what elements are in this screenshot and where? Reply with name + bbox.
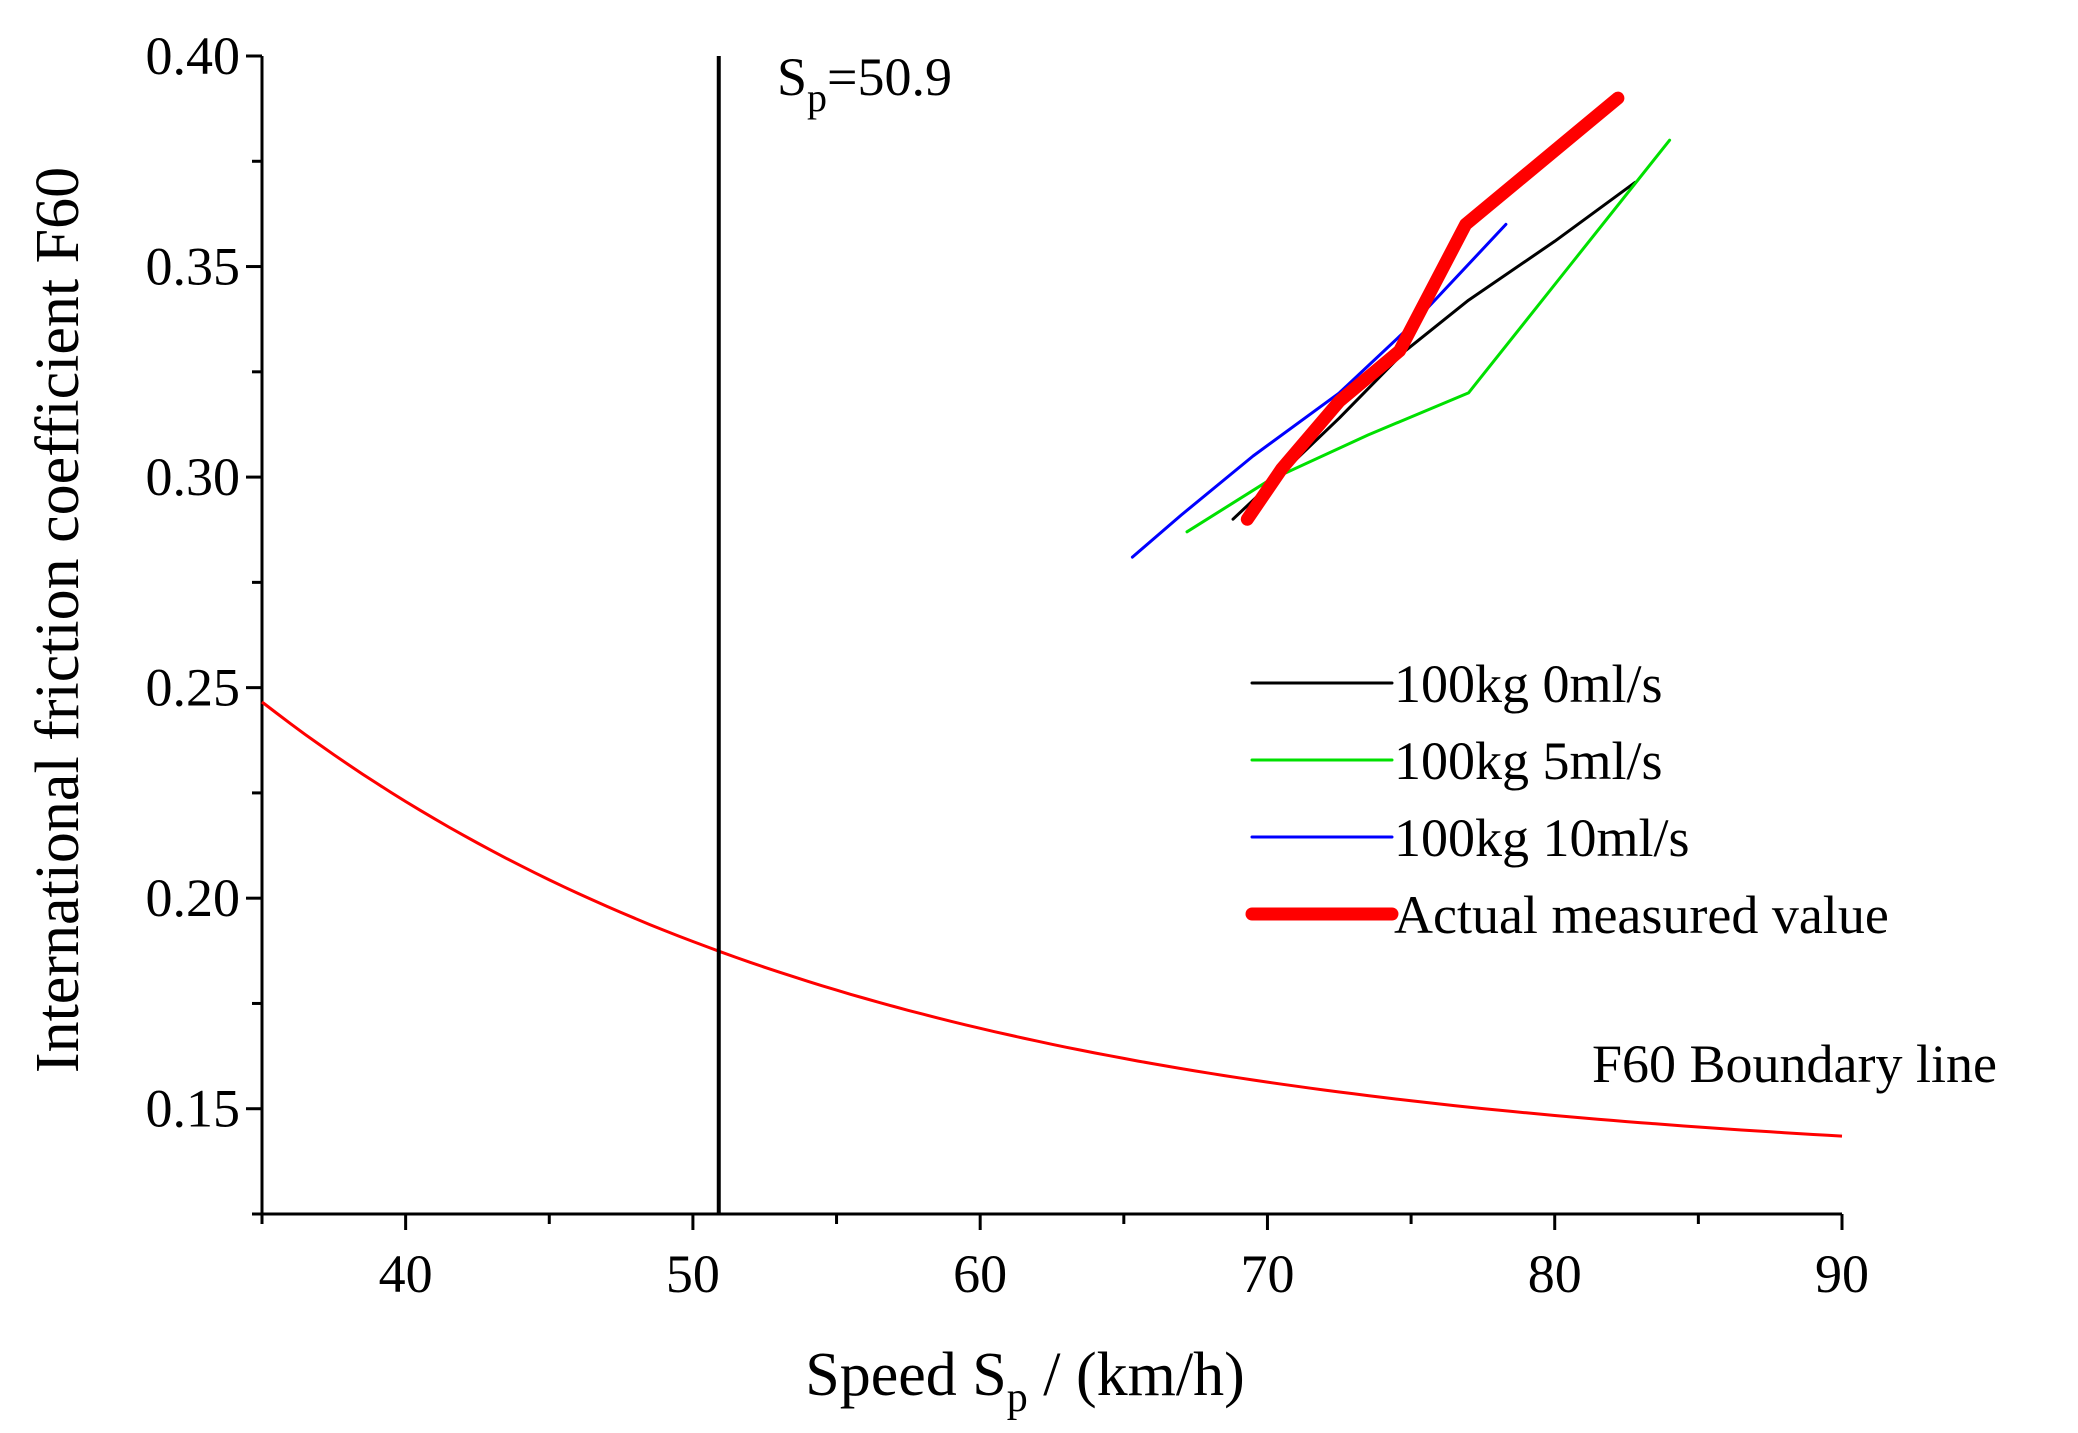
y-tick-label: 0.40 [146, 26, 241, 86]
legend: 100kg 0ml/s 100kg 5ml/s 100kg 10ml/s Actual… [1245, 654, 1889, 945]
legend-label-2: 100kg 5ml/s [1394, 731, 1663, 791]
x-axis-title-sub: p [1007, 1375, 1028, 1421]
boundary-line-label: F60 Boundary line [1592, 1034, 1997, 1094]
axes: 40 50 60 70 80 90 0.15 0.20 0.25 0.30 0.35 0.40 [146, 26, 1870, 1304]
legend-label-4: Actual measured value [1394, 885, 1889, 945]
y-tick-label: 0.35 [146, 237, 241, 297]
legend-label-1: 100kg 0ml/s [1394, 654, 1663, 714]
vertical-line-label: Sp=50.9 [777, 47, 952, 120]
boundary-curve [261, 700, 1843, 1138]
y-tick-label: 0.15 [146, 1079, 241, 1139]
x-axis-title: Speed Sp / (km/h) [805, 1341, 1244, 1421]
series-line-3 [1130, 222, 1508, 559]
x-axis-title-main: Speed S [805, 1341, 1007, 1409]
x-tick-label: 70 [1240, 1244, 1294, 1304]
plot-area [261, 56, 1843, 1214]
x-tick-label: 90 [1815, 1244, 1869, 1304]
series-line-2 [1185, 138, 1672, 534]
x-tick-label: 80 [1528, 1244, 1582, 1304]
x-tick-label: 50 [666, 1244, 720, 1304]
legend-label-3: 100kg 10ml/s [1394, 808, 1690, 868]
y-tick-label: 0.20 [146, 868, 241, 928]
x-tick-label: 60 [953, 1244, 1007, 1304]
y-tick-label: 0.25 [146, 658, 241, 718]
y-axis-title: International friction coefficient F60 [24, 167, 92, 1073]
series-line-4 [1240, 91, 1625, 526]
vertical-line-label-tail: =50.9 [827, 47, 952, 107]
y-tick-label: 0.30 [146, 447, 241, 507]
vertical-line-label-main: S [777, 47, 807, 107]
x-tick-label: 40 [379, 1244, 433, 1304]
x-axis-title-tail: / (km/h) [1028, 1341, 1245, 1409]
vertical-line-label-sub: p [807, 75, 827, 120]
